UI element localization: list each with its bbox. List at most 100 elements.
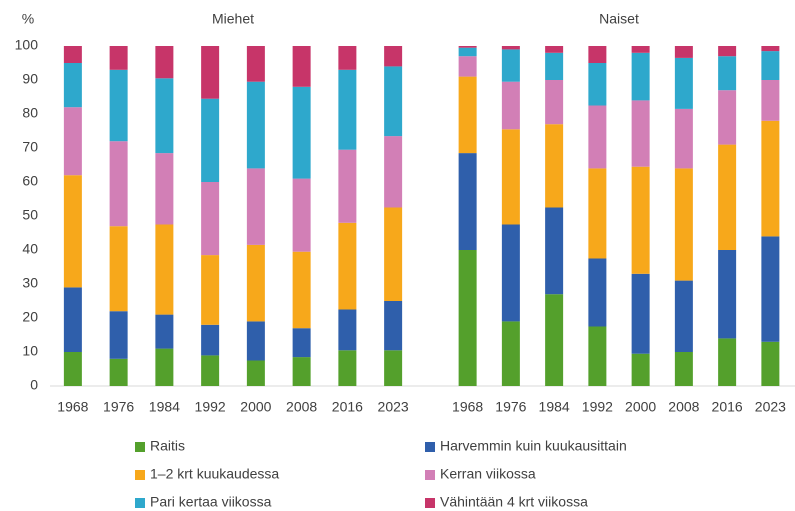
bar-segment bbox=[718, 250, 737, 339]
x-tick-label: 2008 bbox=[668, 399, 699, 415]
bar-segment bbox=[761, 120, 780, 237]
bar-segment bbox=[292, 178, 311, 252]
bar-segment bbox=[155, 153, 174, 225]
bar-segment bbox=[384, 207, 403, 301]
bar-segment bbox=[246, 81, 265, 169]
x-tick-label: 1976 bbox=[103, 399, 134, 415]
bar-segment bbox=[588, 63, 607, 106]
legend-marker bbox=[425, 470, 435, 480]
bar-segment bbox=[63, 175, 82, 288]
legend-marker bbox=[135, 442, 145, 452]
legend-label: Vähintään 4 krt viikossa bbox=[440, 494, 588, 510]
bar-segment bbox=[338, 149, 357, 223]
y-tick-label: 90 bbox=[22, 71, 38, 87]
x-tick-label: 1968 bbox=[57, 399, 88, 415]
bar-segment bbox=[545, 80, 564, 125]
bar-segment bbox=[631, 166, 650, 274]
bar-segment bbox=[201, 255, 220, 325]
bar-segment bbox=[674, 352, 693, 386]
bar-segment bbox=[338, 222, 357, 310]
bar-segment bbox=[761, 51, 780, 80]
x-tick-label: 1992 bbox=[195, 399, 226, 415]
bar-segment bbox=[588, 326, 607, 386]
bar-segment bbox=[718, 46, 737, 57]
bar-segment bbox=[674, 108, 693, 169]
bar-segment bbox=[501, 321, 520, 386]
bar-segment bbox=[109, 141, 128, 227]
panel-title: Naiset bbox=[599, 11, 639, 27]
bar-segment bbox=[63, 107, 82, 176]
bar-segment bbox=[674, 46, 693, 58]
y-tick-label: 80 bbox=[22, 105, 38, 121]
bar-segment bbox=[246, 360, 265, 386]
bar-segment bbox=[458, 250, 477, 386]
bar-segment bbox=[155, 314, 174, 349]
y-tick-label: 10 bbox=[22, 343, 38, 359]
bar-segment bbox=[384, 350, 403, 386]
bar-segment bbox=[155, 348, 174, 386]
x-tick-label: 1984 bbox=[149, 399, 180, 415]
bar-segment bbox=[545, 124, 564, 208]
bar-segment bbox=[201, 46, 220, 99]
legend-label: 1–2 krt kuukaudessa bbox=[150, 466, 279, 482]
bar-segment bbox=[155, 78, 174, 154]
legend-label: Pari kertaa viikossa bbox=[150, 494, 272, 510]
bar-segment bbox=[545, 52, 564, 80]
bar-segment bbox=[246, 168, 265, 245]
y-tick-label: 100 bbox=[15, 37, 39, 53]
bar-segment bbox=[718, 144, 737, 250]
y-axis-label: % bbox=[22, 11, 34, 27]
bar-segment bbox=[63, 63, 82, 108]
panel-title: Miehet bbox=[212, 11, 254, 27]
legend-label: Raitis bbox=[150, 438, 185, 454]
bar-segment bbox=[292, 251, 311, 329]
bar-segment bbox=[109, 311, 128, 359]
bar-segment bbox=[201, 98, 220, 182]
bar-segment bbox=[588, 258, 607, 327]
x-tick-label: 2000 bbox=[240, 399, 271, 415]
bar-segment bbox=[545, 294, 564, 386]
bar-segment bbox=[201, 324, 220, 356]
bar-segment bbox=[338, 46, 357, 70]
bar-segment bbox=[338, 69, 357, 150]
x-tick-label: 2016 bbox=[712, 399, 743, 415]
x-tick-label: 1992 bbox=[582, 399, 613, 415]
x-tick-label: 1976 bbox=[495, 399, 526, 415]
bar-segment bbox=[63, 287, 82, 352]
bar-segment bbox=[384, 46, 403, 67]
x-tick-label: 1984 bbox=[539, 399, 570, 415]
y-tick-label: 40 bbox=[22, 241, 38, 257]
bar-segment bbox=[338, 350, 357, 386]
bar-segment bbox=[246, 244, 265, 322]
bar-segment bbox=[201, 182, 220, 256]
bar-segment bbox=[501, 224, 520, 322]
x-tick-label: 2016 bbox=[332, 399, 363, 415]
bar-segment bbox=[631, 46, 650, 53]
bar-segment bbox=[458, 47, 477, 57]
bar-segment bbox=[292, 86, 311, 179]
bar-segment bbox=[292, 328, 311, 358]
bar-segment bbox=[718, 90, 737, 145]
y-tick-label: 50 bbox=[22, 207, 38, 223]
bar-segment bbox=[588, 168, 607, 259]
bar-segment bbox=[246, 321, 265, 361]
bar-segment bbox=[501, 49, 520, 82]
bar-segment bbox=[458, 56, 477, 77]
bar-segment bbox=[155, 46, 174, 79]
y-tick-label: 60 bbox=[22, 173, 38, 189]
y-tick-label: 20 bbox=[22, 309, 38, 325]
bar-segment bbox=[761, 80, 780, 121]
bar-segment bbox=[292, 357, 311, 386]
legend-marker bbox=[135, 470, 145, 480]
y-tick-label: 30 bbox=[22, 275, 38, 291]
bar-segment bbox=[545, 207, 564, 295]
legend-label: Harvemmin kuin kuukausittain bbox=[440, 438, 627, 454]
bar-segment bbox=[109, 69, 128, 142]
bar-segment bbox=[501, 46, 520, 50]
x-tick-label: 2008 bbox=[286, 399, 317, 415]
bar-segment bbox=[109, 226, 128, 312]
bar-segment bbox=[761, 46, 780, 52]
bar-segment bbox=[501, 81, 520, 130]
bar-segment bbox=[338, 309, 357, 351]
